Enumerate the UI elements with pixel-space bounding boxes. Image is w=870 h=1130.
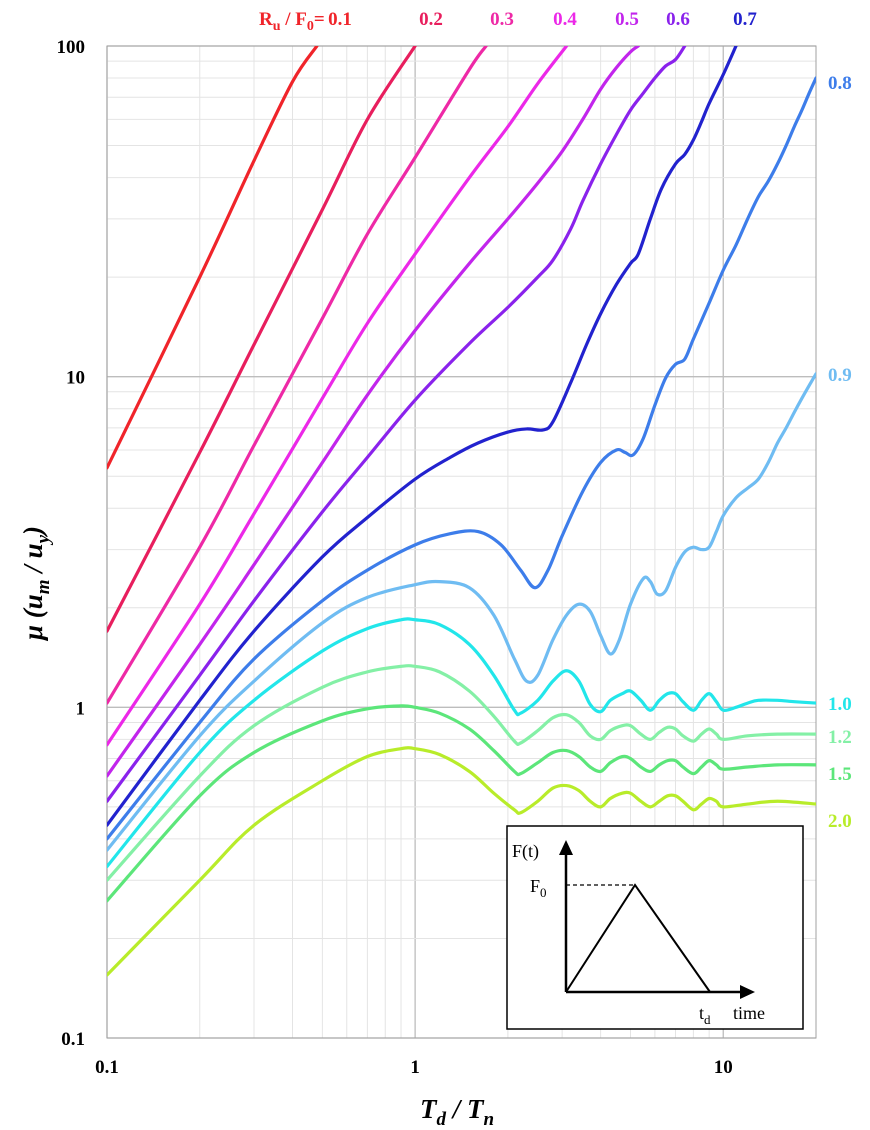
x-axis-title: Td / Tn [420, 1094, 494, 1130]
series-line-2.0 [107, 746, 816, 977]
series-line-0.1 [107, 46, 319, 470]
inset-y-label: F(t) [512, 841, 539, 862]
y-axis-title: μ (um / uy) [18, 526, 54, 642]
x-title-main: T [420, 1094, 438, 1124]
series-line-1.0 [107, 617, 816, 869]
series-label-0.6: 0.6 [666, 9, 690, 30]
series-label-1.5: 1.5 [828, 764, 852, 785]
y-tick-label: 0.1 [61, 1029, 85, 1050]
series-line-0.6 [107, 46, 687, 803]
y-tick-labels: 0.1 1 10 100 [57, 37, 86, 1050]
series-line-0.7 [107, 46, 738, 827]
series-label-0.8: 0.8 [828, 73, 852, 94]
y-title-mid: / u [18, 543, 48, 579]
y-title-main: μ (u [18, 594, 48, 642]
y-title-sub1: m [33, 579, 54, 594]
series-label-1.0: 1.0 [828, 694, 852, 715]
series-line-0.9 [107, 372, 816, 852]
inset-td-main: t [699, 1003, 704, 1023]
series-line-0.2 [107, 46, 417, 633]
series-label-0.2: 0.2 [419, 9, 443, 30]
series-labels: 0.1 0.2 0.3 0.4 0.5 0.6 0.7 0.8 0.9 1.0 1.2 1.5 2.0 [328, 9, 852, 832]
series-label-1.2: 1.2 [828, 727, 852, 748]
inset-peak-sub: 0 [540, 885, 547, 900]
legend-prefix-sub2: 0 [307, 19, 314, 34]
legend-prefix-end: = [314, 9, 325, 30]
legend-prefix-mid: / F [281, 9, 307, 30]
y-title-end: ) [18, 526, 48, 538]
x-title-sub2: n [484, 1109, 495, 1130]
inset-load-diagram: F(t) F0 td time [506, 825, 804, 1030]
x-tick-labels: 0.1 1 10 [95, 1057, 733, 1078]
x-tick-label: 1 [410, 1057, 420, 1078]
legend-prefix-sub1: u [273, 19, 281, 34]
legend-prefix-main: R [259, 9, 273, 30]
series-label-2.0: 2.0 [828, 811, 852, 832]
series-line-1.5 [107, 704, 816, 903]
series-label-0.3: 0.3 [490, 9, 514, 30]
y-tick-label: 100 [57, 37, 86, 58]
x-title-mid: / T [446, 1094, 485, 1124]
plot-frame [106, 45, 817, 1039]
inset-td-sub: d [704, 1012, 711, 1027]
inset-peak-main: F [530, 876, 540, 896]
series-curves [107, 46, 816, 977]
series-label-0.7: 0.7 [733, 9, 757, 30]
series-label-0.5: 0.5 [615, 9, 639, 30]
series-label-0.1: 0.1 [328, 9, 352, 30]
inset-td-label: td [699, 1003, 711, 1027]
y-title-sub2: y [33, 534, 54, 545]
inset-triangle-pulse [565, 883, 711, 993]
series-line-0.5 [107, 46, 640, 778]
inset-frame [506, 825, 804, 1030]
series-line-0.4 [107, 46, 569, 747]
inset-peak-label: F0 [530, 876, 547, 900]
series-line-1.2 [107, 664, 816, 882]
series-line-0.3 [107, 46, 488, 705]
inset-x-arrowhead [740, 985, 755, 999]
y-tick-label: 10 [66, 368, 85, 389]
series-line-0.8 [107, 76, 816, 841]
legend-prefix: Ru / F0= [259, 9, 325, 34]
series-label-0.4: 0.4 [553, 9, 577, 30]
inset-y-arrowhead [559, 840, 573, 855]
y-tick-label: 1 [76, 698, 86, 719]
x-tick-label: 10 [714, 1057, 733, 1078]
x-tick-label: 0.1 [95, 1057, 119, 1078]
inset-time-label: time [733, 1003, 765, 1023]
x-title-sub1: d [437, 1109, 447, 1130]
series-label-0.9: 0.9 [828, 365, 852, 386]
